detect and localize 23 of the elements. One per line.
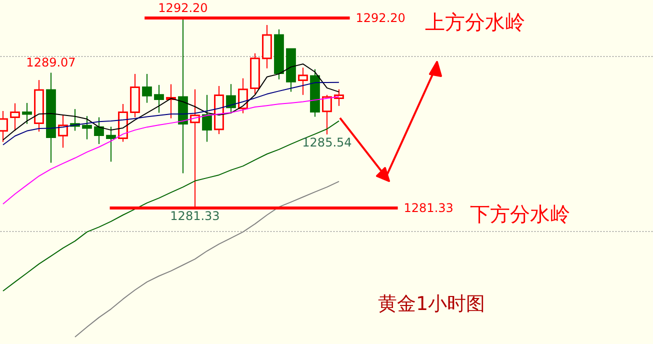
candlestick	[142, 73, 152, 104]
candlestick	[202, 94, 212, 142]
annotation: 1292.20	[158, 1, 208, 16]
text: 黄金1小时图	[378, 293, 486, 315]
text: 上方分水岭	[425, 10, 525, 34]
annotation: 1281.33	[170, 209, 220, 224]
candlestick	[22, 102, 32, 124]
annotation: 1289.07	[26, 56, 76, 70]
ref-line-label: 1292.20	[356, 11, 406, 26]
candlestick	[154, 84, 164, 114]
ref-line-label: 1281.33	[404, 201, 454, 216]
candlestick	[322, 94, 332, 135]
annotation: 1285.54	[302, 135, 352, 150]
candlestick	[238, 78, 248, 114]
text: 下方分水岭	[470, 202, 570, 226]
candlestick	[106, 126, 116, 162]
candlestick	[82, 116, 92, 140]
candlestick	[298, 67, 308, 96]
candlestick	[10, 102, 20, 132]
candlestick	[262, 24, 272, 69]
candlestick	[58, 114, 68, 148]
candlestick	[94, 116, 104, 145]
candlestick	[226, 84, 236, 114]
